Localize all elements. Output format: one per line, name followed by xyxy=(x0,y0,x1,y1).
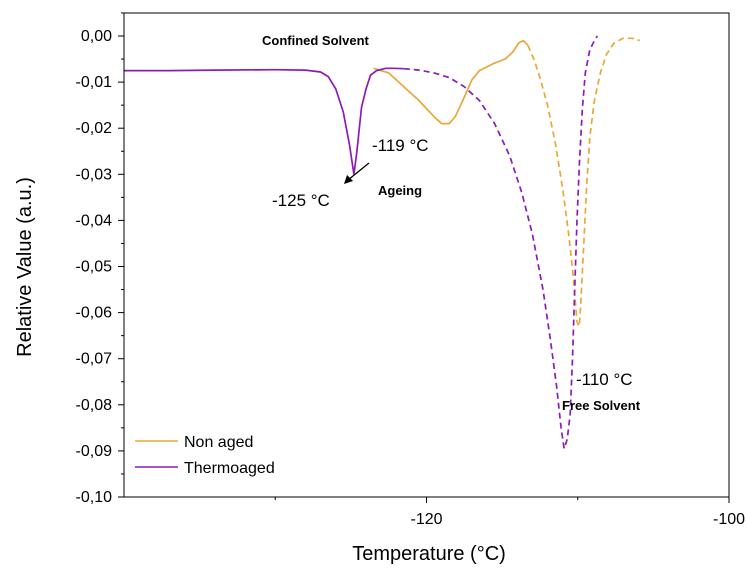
x-tick-label: -120 xyxy=(410,511,442,528)
y-tick-label: -0,08 xyxy=(76,397,113,414)
y-tick-label: 0,00 xyxy=(81,28,112,45)
legend-label-non-aged: Non aged xyxy=(184,434,253,451)
series-layer xyxy=(124,35,641,450)
annotation-temp-125: -125 °C xyxy=(272,191,330,210)
ticks-layer: 0,00 -0,01 -0,02 -0,03 -0,04 -0,05 -0,06 -0,07 -… xyxy=(76,12,745,528)
annotation-temp-110: -110 °C xyxy=(576,370,633,389)
series-thermoaged xyxy=(124,35,599,450)
annotation-free-solvent: Free Solvent xyxy=(562,398,641,413)
y-tick-label: -0,10 xyxy=(76,489,113,506)
y-axis-label: Relative Value (a.u.) xyxy=(14,177,36,357)
y-tick-label: -0,03 xyxy=(76,166,113,183)
series-non-aged xyxy=(373,37,641,328)
annotation-temp-119: -119 °C xyxy=(372,136,429,155)
y-tick-label: -0,01 xyxy=(76,74,113,91)
series-line-dashed xyxy=(527,37,641,328)
x-axis-label: Temperature (°C) xyxy=(352,543,506,565)
y-tick-label: -0,02 xyxy=(76,120,113,137)
x-tick-label: -100 xyxy=(713,511,745,528)
y-tick-label: -0,07 xyxy=(76,351,113,368)
ageing-arrow xyxy=(344,162,370,184)
series-line-dashed xyxy=(403,35,599,450)
y-tick-label: -0,06 xyxy=(76,305,113,322)
legend-label-thermoaged: Thermoaged xyxy=(184,460,275,477)
series-line-solid xyxy=(373,39,529,125)
plot-frame xyxy=(123,12,730,498)
annotation-confined-solvent: Confined Solvent xyxy=(262,33,370,48)
y-tick-label: -0,04 xyxy=(76,212,113,229)
series-line-solid xyxy=(124,67,404,176)
y-tick-label: -0,05 xyxy=(76,259,113,276)
legend: Non aged Thermoaged xyxy=(135,434,275,477)
plot-area xyxy=(124,13,729,497)
y-tick-label: -0,09 xyxy=(76,443,113,460)
annotation-ageing: Ageing xyxy=(378,183,422,198)
